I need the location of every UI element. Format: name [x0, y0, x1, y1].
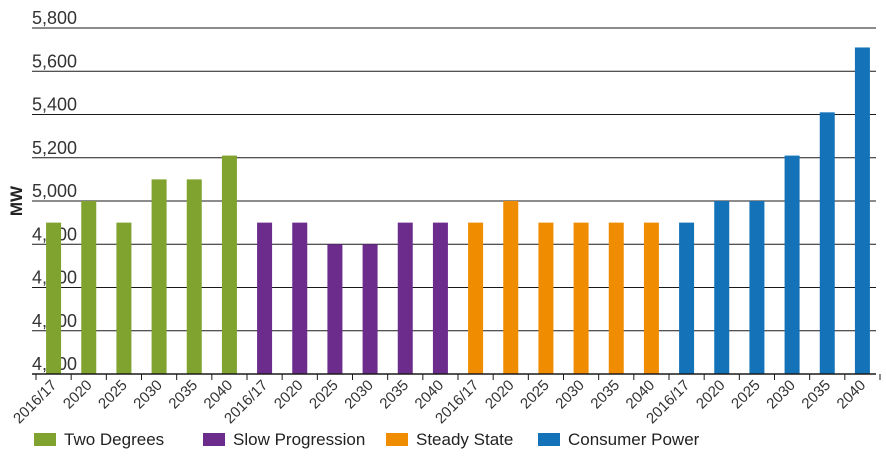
- bar: [362, 244, 378, 374]
- legend-swatch: [203, 433, 225, 446]
- x-tick-label: 2020: [60, 377, 96, 413]
- bar: [784, 155, 800, 374]
- legend-label: Slow Progression: [233, 430, 365, 449]
- bar: [292, 222, 308, 374]
- bar: [257, 222, 273, 374]
- bar: [714, 201, 730, 374]
- bar: [538, 222, 554, 374]
- x-tick-label: 2030: [763, 377, 799, 413]
- bar: [221, 155, 237, 374]
- bar: [503, 201, 519, 374]
- legend-swatch: [386, 433, 408, 446]
- x-tick-label: 2030: [552, 377, 588, 413]
- bar: [116, 222, 132, 374]
- x-tick-label: 2035: [376, 377, 412, 413]
- x-tick-label: 2016/17: [10, 377, 60, 427]
- bars: [46, 47, 870, 375]
- x-tick-label: 2025: [728, 377, 764, 413]
- y-tick-label: 5,000: [32, 181, 77, 201]
- x-tick-label: 2040: [834, 377, 870, 413]
- legend-swatch: [538, 433, 560, 446]
- bar: [327, 244, 343, 374]
- bar: [186, 179, 202, 374]
- y-axis-title: MW: [7, 185, 26, 216]
- legend-label: Consumer Power: [568, 430, 700, 449]
- y-tick-label: 5,400: [32, 95, 77, 115]
- bar: [81, 201, 97, 374]
- bar: [151, 179, 167, 374]
- bar: [749, 201, 765, 374]
- x-tick-label: 2030: [341, 377, 377, 413]
- bar: [679, 222, 695, 374]
- x-tick-label: 2020: [482, 377, 518, 413]
- y-axis-tick-labels: 4,2004,4004,6004,8005,0005,2005,4005,600…: [32, 8, 77, 374]
- bar: [819, 112, 835, 375]
- y-tick-label: 5,200: [32, 138, 77, 158]
- x-tick-label: 2035: [165, 377, 201, 413]
- x-tick-label: 2020: [271, 377, 307, 413]
- x-tick-label: 2025: [95, 377, 131, 413]
- bar: [608, 222, 624, 374]
- y-tick-label: 5,800: [32, 8, 77, 28]
- x-tick-label: 2035: [587, 377, 623, 413]
- x-tick-label: 2025: [517, 377, 553, 413]
- legend: Two Degrees Slow Progression Steady State C…: [34, 430, 700, 449]
- x-tick-label: 2035: [798, 377, 834, 413]
- x-tick-label: 2030: [130, 377, 166, 413]
- legend-label: Two Degrees: [64, 430, 164, 449]
- bar: [397, 222, 413, 374]
- bar: [573, 222, 589, 374]
- gridlines: [32, 27, 876, 332]
- bar: [468, 222, 484, 374]
- x-tick-label: 2025: [306, 377, 342, 413]
- bar: [432, 222, 448, 374]
- y-tick-label: 5,600: [32, 51, 77, 71]
- bar: [643, 222, 659, 374]
- bar: [46, 222, 62, 374]
- legend-swatch: [34, 433, 56, 446]
- bar: [854, 47, 870, 375]
- x-tick-label: 2020: [693, 377, 729, 413]
- legend-label: Steady State: [416, 430, 513, 449]
